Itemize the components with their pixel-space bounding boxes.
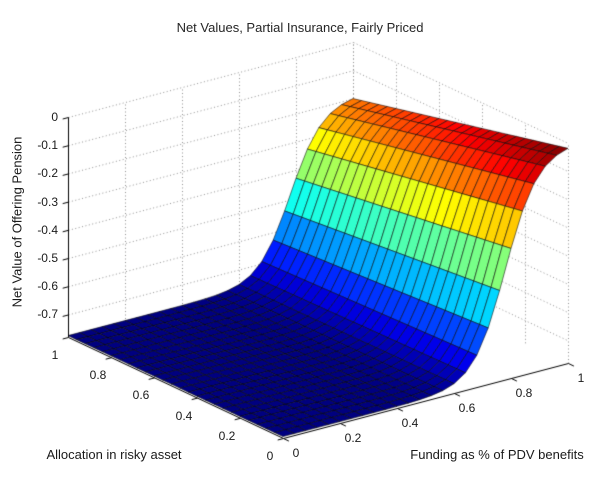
z-tick-label: -0.7 [37,307,58,322]
y-tick-label: 0 [266,449,274,463]
y-axis-label: Allocation in risky asset [46,447,182,462]
z-axis-label: Net Value of Offering Pension [9,136,25,308]
y-tick-label: 0.4 [175,408,193,423]
y-tick-label: 0.6 [132,388,150,403]
x-tick-label: 0.2 [344,431,362,445]
z-tick-label: -0.2 [37,166,58,181]
z-tick-label: -0.3 [37,194,58,209]
z-tick-label: 0 [51,110,58,124]
z-tick-label: -0.4 [37,222,58,237]
x-axis-label: Funding as % of PDV benefits [410,447,584,462]
x-tick-label: 1 [577,371,585,385]
x-tick-label: 0.4 [401,416,419,430]
x-tick-label: 0 [292,446,300,460]
x-tick-label: 0.6 [458,401,476,415]
y-tick-label: 0.2 [218,428,236,443]
z-tick-label: -0.1 [37,138,58,153]
y-tick-label: 1 [51,348,59,362]
z-tick-label: -0.6 [37,279,58,294]
y-tick-label: 0.8 [89,368,107,383]
x-tick-label: 0.8 [515,386,533,400]
chart-title: Net Values, Partial Insurance, Fairly Pr… [176,20,424,35]
z-tick-label: -0.5 [37,251,58,266]
